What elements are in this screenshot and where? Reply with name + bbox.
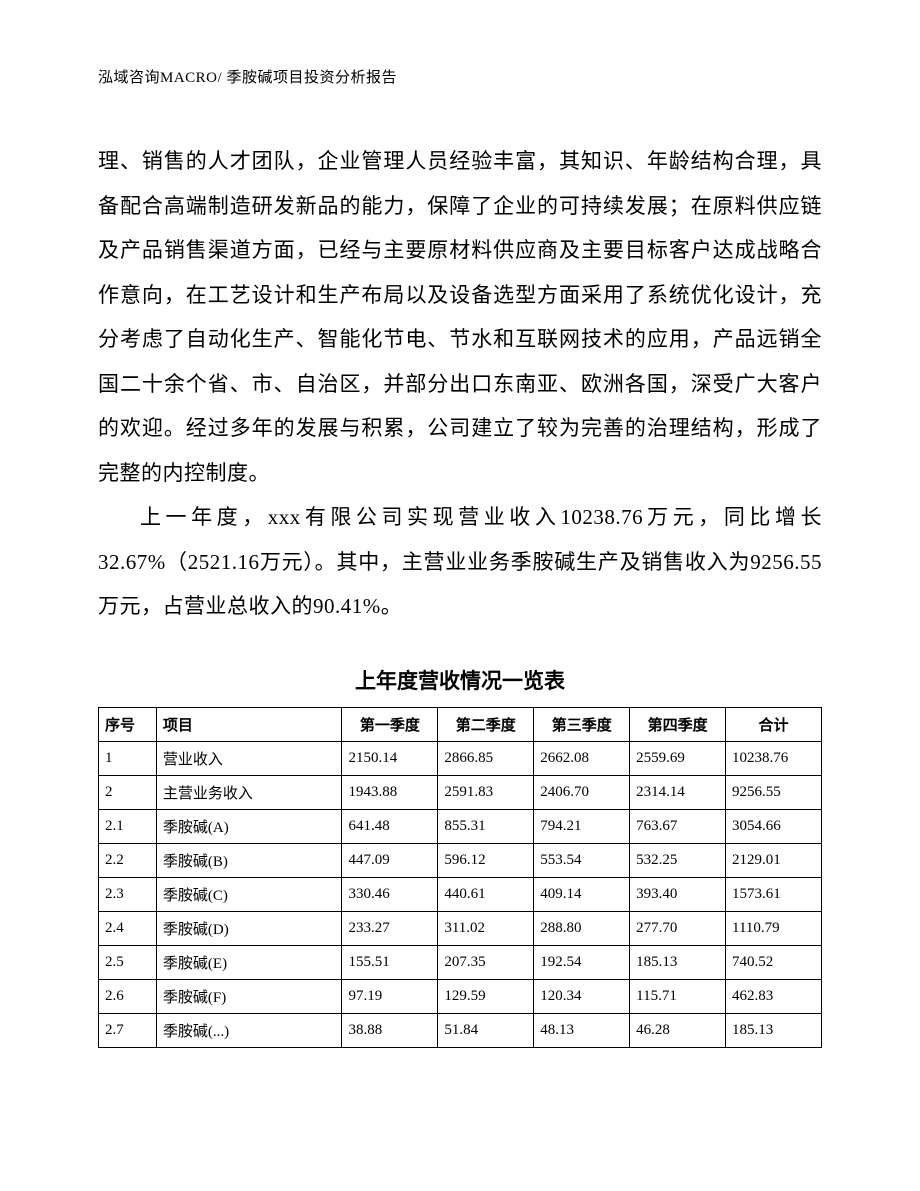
cell-item: 季胺碱(D) [156, 911, 342, 945]
cell-q2: 311.02 [438, 911, 534, 945]
table-title: 上年度营收情况一览表 [98, 665, 822, 695]
col-header-item: 项目 [156, 707, 342, 741]
col-header-q1: 第一季度 [342, 707, 438, 741]
cell-q2: 2591.83 [438, 775, 534, 809]
cell-total: 3054.66 [726, 809, 822, 843]
cell-item: 季胺碱(...) [156, 1013, 342, 1047]
cell-total: 9256.55 [726, 775, 822, 809]
cell-index: 2.2 [99, 843, 157, 877]
cell-q2: 51.84 [438, 1013, 534, 1047]
cell-q2: 440.61 [438, 877, 534, 911]
cell-q4: 46.28 [630, 1013, 726, 1047]
cell-q1: 38.88 [342, 1013, 438, 1047]
cell-index: 2.4 [99, 911, 157, 945]
cell-q4: 393.40 [630, 877, 726, 911]
cell-q4: 185.13 [630, 945, 726, 979]
cell-item: 季胺碱(A) [156, 809, 342, 843]
col-header-total: 合计 [726, 707, 822, 741]
cell-q3: 48.13 [534, 1013, 630, 1047]
header-title: 季胺碱项目投资分析报告 [226, 70, 397, 86]
cell-index: 2.1 [99, 809, 157, 843]
cell-q2: 207.35 [438, 945, 534, 979]
cell-item: 季胺碱(F) [156, 979, 342, 1013]
cell-q1: 447.09 [342, 843, 438, 877]
cell-q1: 1943.88 [342, 775, 438, 809]
cell-q3: 288.80 [534, 911, 630, 945]
table-row: 2.3 季胺碱(C) 330.46 440.61 409.14 393.40 1… [99, 877, 822, 911]
cell-item: 季胺碱(C) [156, 877, 342, 911]
cell-total: 2129.01 [726, 843, 822, 877]
table-row: 2.5 季胺碱(E) 155.51 207.35 192.54 185.13 7… [99, 945, 822, 979]
cell-total: 740.52 [726, 945, 822, 979]
document-page: 泓域咨询MACRO/ 季胺碱项目投资分析报告 理、销售的人才团队，企业管理人员经… [0, 0, 920, 1191]
table-body: 1 营业收入 2150.14 2866.85 2662.08 2559.69 1… [99, 741, 822, 1047]
col-header-q3: 第三季度 [534, 707, 630, 741]
cell-q3: 553.54 [534, 843, 630, 877]
cell-q1: 2150.14 [342, 741, 438, 775]
cell-item: 季胺碱(E) [156, 945, 342, 979]
cell-total: 1573.61 [726, 877, 822, 911]
cell-index: 2 [99, 775, 157, 809]
cell-q3: 409.14 [534, 877, 630, 911]
table-row: 2.4 季胺碱(D) 233.27 311.02 288.80 277.70 1… [99, 911, 822, 945]
cell-total: 1110.79 [726, 911, 822, 945]
cell-q4: 2314.14 [630, 775, 726, 809]
cell-q3: 120.34 [534, 979, 630, 1013]
cell-q1: 97.19 [342, 979, 438, 1013]
table-row: 2 主营业务收入 1943.88 2591.83 2406.70 2314.14… [99, 775, 822, 809]
cell-index: 2.7 [99, 1013, 157, 1047]
cell-q1: 233.27 [342, 911, 438, 945]
body-text: 理、销售的人才团队，企业管理人员经验丰富，其知识、年龄结构合理，具备配合高端制造… [98, 139, 822, 629]
table-row: 2.2 季胺碱(B) 447.09 596.12 553.54 532.25 2… [99, 843, 822, 877]
cell-q3: 794.21 [534, 809, 630, 843]
paragraph-2: 上一年度，xxx有限公司实现营业收入10238.76万元，同比增长32.67%（… [98, 495, 822, 629]
table-row: 2.1 季胺碱(A) 641.48 855.31 794.21 763.67 3… [99, 809, 822, 843]
cell-q2: 596.12 [438, 843, 534, 877]
cell-index: 2.3 [99, 877, 157, 911]
cell-total: 10238.76 [726, 741, 822, 775]
cell-q2: 129.59 [438, 979, 534, 1013]
cell-total: 462.83 [726, 979, 822, 1013]
table-header-row: 序号 项目 第一季度 第二季度 第三季度 第四季度 合计 [99, 707, 822, 741]
cell-total: 185.13 [726, 1013, 822, 1047]
col-header-index: 序号 [99, 707, 157, 741]
cell-q2: 855.31 [438, 809, 534, 843]
cell-index: 2.5 [99, 945, 157, 979]
cell-item: 营业收入 [156, 741, 342, 775]
cell-item: 季胺碱(B) [156, 843, 342, 877]
header-company: 泓域咨询MACRO/ [98, 70, 222, 86]
cell-item: 主营业务收入 [156, 775, 342, 809]
cell-index: 1 [99, 741, 157, 775]
cell-q3: 2662.08 [534, 741, 630, 775]
cell-index: 2.6 [99, 979, 157, 1013]
col-header-q4: 第四季度 [630, 707, 726, 741]
cell-q3: 192.54 [534, 945, 630, 979]
cell-q2: 2866.85 [438, 741, 534, 775]
cell-q1: 155.51 [342, 945, 438, 979]
cell-q4: 115.71 [630, 979, 726, 1013]
table-row: 2.7 季胺碱(...) 38.88 51.84 48.13 46.28 185… [99, 1013, 822, 1047]
cell-q4: 277.70 [630, 911, 726, 945]
table-row: 1 营业收入 2150.14 2866.85 2662.08 2559.69 1… [99, 741, 822, 775]
revenue-table: 序号 项目 第一季度 第二季度 第三季度 第四季度 合计 1 营业收入 2150… [98, 707, 822, 1048]
cell-q4: 2559.69 [630, 741, 726, 775]
page-header: 泓域咨询MACRO/ 季胺碱项目投资分析报告 [98, 66, 822, 87]
cell-q4: 763.67 [630, 809, 726, 843]
paragraph-1: 理、销售的人才团队，企业管理人员经验丰富，其知识、年龄结构合理，具备配合高端制造… [98, 139, 822, 495]
table-row: 2.6 季胺碱(F) 97.19 129.59 120.34 115.71 46… [99, 979, 822, 1013]
cell-q3: 2406.70 [534, 775, 630, 809]
cell-q1: 641.48 [342, 809, 438, 843]
col-header-q2: 第二季度 [438, 707, 534, 741]
cell-q1: 330.46 [342, 877, 438, 911]
cell-q4: 532.25 [630, 843, 726, 877]
